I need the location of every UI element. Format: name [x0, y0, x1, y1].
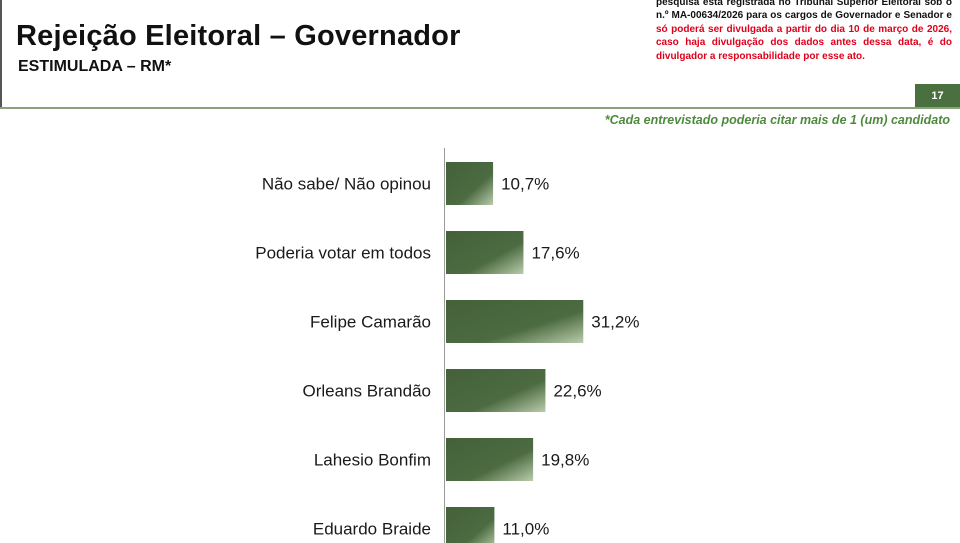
bar — [446, 162, 494, 205]
header-divider — [0, 107, 960, 109]
page-number-badge: 17 — [915, 84, 960, 107]
chart-footnote: *Cada entrevistado poderia citar mais de… — [604, 113, 950, 127]
category-label: Lahesio Bonfim — [314, 451, 431, 470]
category-label: Não sabe/ Não opinou — [262, 175, 431, 194]
bar — [446, 231, 524, 274]
bar — [446, 369, 546, 412]
bar — [446, 300, 584, 343]
category-label: Eduardo Braide — [313, 520, 431, 539]
value-label: 11,0% — [502, 520, 549, 539]
chart-axis-line — [444, 148, 445, 543]
value-label: 10,7% — [501, 175, 549, 194]
bar — [446, 438, 534, 481]
left-border-line — [0, 0, 2, 108]
page-title: Rejeição Eleitoral – Governador — [16, 20, 461, 52]
bar — [446, 507, 495, 543]
disclaimer-text: pesquisa está registrada no Tribunal Sup… — [656, 0, 952, 22]
value-label: 19,8% — [541, 451, 589, 470]
category-label: Felipe Camarão — [310, 313, 431, 332]
value-label: 31,2% — [591, 313, 639, 332]
legal-disclaimer: pesquisa está registrada no Tribunal Sup… — [656, 0, 952, 63]
category-label: Poderia votar em todos — [255, 244, 431, 263]
disclaimer-warning-text: só poderá ser divulgada a partir do dia … — [656, 23, 952, 62]
page-subtitle: ESTIMULADA – RM* — [18, 58, 172, 75]
value-label: 17,6% — [531, 244, 579, 263]
value-label: 22,6% — [553, 382, 601, 401]
category-label: Orleans Brandão — [302, 382, 431, 401]
